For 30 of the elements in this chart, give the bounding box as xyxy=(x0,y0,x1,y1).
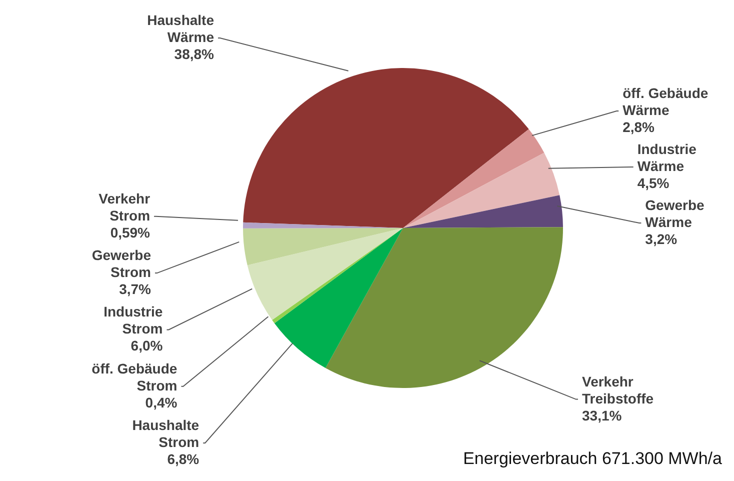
text: Energieverbrauch 671.300 MWh/a xyxy=(463,449,722,469)
pie-slice xyxy=(274,228,403,368)
slice-label: öff. Gebäude Strom xyxy=(92,360,178,394)
pie-slice xyxy=(243,68,529,228)
data-label: 3,2% xyxy=(645,230,678,247)
pie-slice xyxy=(247,228,403,320)
slice-label: öff. Gebäude Wärme xyxy=(622,84,708,118)
slice-label: Haushalte Wärme xyxy=(147,12,214,45)
data-label: 33,1% xyxy=(582,407,622,424)
data-label: 38,8% xyxy=(174,46,215,62)
slice-label: Gewerbe Wärme xyxy=(645,196,705,230)
pie-slice xyxy=(403,129,544,228)
pie-slice xyxy=(243,228,403,266)
pie-slice xyxy=(272,228,403,324)
slice-label: Verkehr Treibstoffe xyxy=(582,373,654,406)
slice-label: Industrie Strom xyxy=(104,304,163,337)
pie-slice xyxy=(326,227,563,388)
data-label: 0,4% xyxy=(145,394,178,410)
data-label: 6,0% xyxy=(130,338,164,354)
pie-slice xyxy=(403,195,563,228)
data-label: 2,8% xyxy=(622,118,656,135)
pie-slice xyxy=(403,152,560,228)
data-label: 4,5% xyxy=(637,174,670,191)
slice-label: Gewerbe Strom xyxy=(92,247,152,280)
data-label: 0,59% xyxy=(110,224,151,240)
data-label: 6,8% xyxy=(167,451,200,467)
slice-label: Industrie Wärme xyxy=(637,140,697,174)
data-label: 3,7% xyxy=(119,281,152,298)
slice-label: Verkehr Strom xyxy=(98,190,151,224)
slice-label: Haushalte Strom xyxy=(132,417,200,450)
